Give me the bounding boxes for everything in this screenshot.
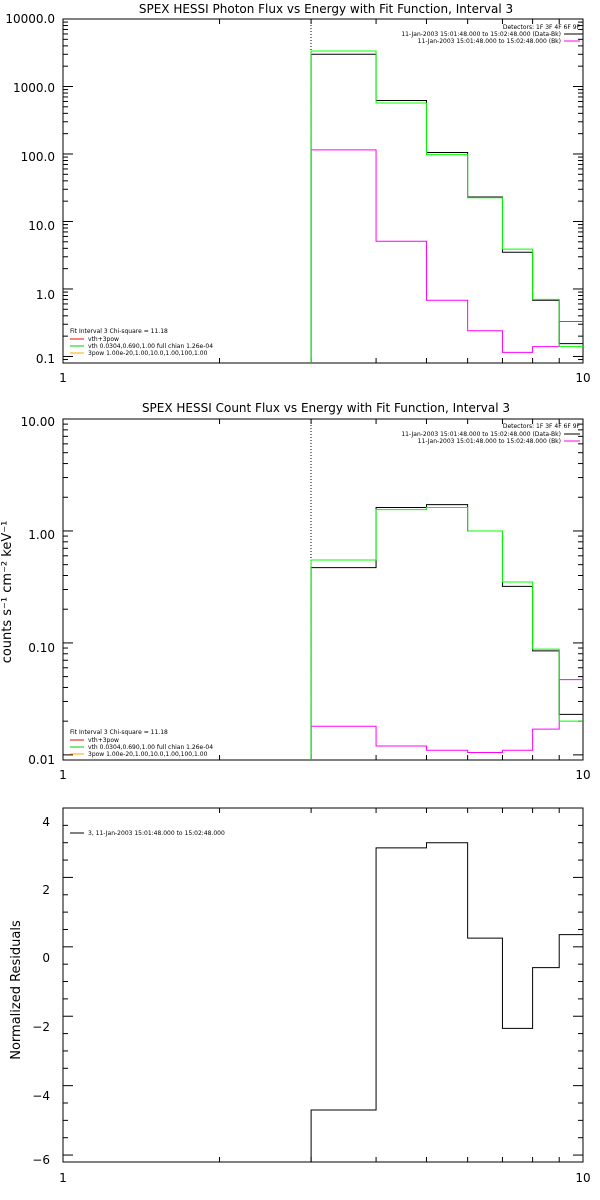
photon-flux-title: SPEX HESSI Photon Flux vs Energy with Fi… [139,2,513,16]
photon-flux-plot-frame [62,18,584,364]
residuals-panel: Normalized Residuals 4 2 0 −2 −4 −6 1 10… [9,807,591,1185]
count-flux-plot-frame [62,418,584,761]
photon-flux-fit-line-label: vth+3pow [88,336,119,343]
photon-flux-legend-data-label: 11-Jan-2003 15:01:48.000 to 15:02:48.000… [401,31,561,38]
photon-flux-top-legend: Detectors: 1F 3F 4F 6F 9F 11-Jan-2003 15… [401,24,580,45]
count-flux-y-tick-label: 10.00 [21,415,55,429]
photon-flux-bk-histogram [310,149,583,363]
count-flux-fit-header: Fit Interval 3 Chi-square = 11.18 [70,729,168,736]
residuals-y-tick-label: −6 [32,1153,50,1167]
photon-flux-y-tick-label: 10.0 [28,219,55,233]
residuals-y-tick-label: 0 [42,951,50,965]
photon-flux-y-tick-label: 0.1 [36,352,55,366]
photon-flux-model-histogram [310,50,583,363]
count-flux-fit-line-label: vth 0.0304,0.690,1.00 full chian 1.26e-0… [88,744,213,751]
residuals-plot-frame [62,807,584,1163]
residuals-histogram [310,842,583,1162]
count-flux-top-legend: Detectors: 1F 3F 4F 6F 9F 11-Jan-2003 15… [401,423,580,445]
count-flux-panel: SPEX HESSI Count Flux vs Energy with Fit… [0,401,591,782]
count-flux-y-tick-label: 1.00 [28,528,55,542]
photon-flux-axis-ticks [62,18,584,364]
count-flux-axis-ticks [62,418,584,761]
photon-flux-panel: SPEX HESSI Photon Flux vs Energy with Fi… [5,2,590,385]
count-flux-y-axis-label: counts s⁻¹ cm⁻² keV⁻¹ [0,521,15,664]
photon-flux-y-tick-label: 1.0 [36,288,55,302]
count-flux-data-histogram [310,504,583,760]
photon-flux-fit-line-label: vth 0.0304,0.690,1.00 full chian 1.26e-0… [88,343,213,350]
count-flux-bk-histogram [310,679,583,760]
photon-flux-y-tick-label: 100.0 [21,150,55,164]
photon-flux-detectors-label: Detectors: 1F 3F 4F 6F 9F [503,24,581,31]
count-flux-title: SPEX HESSI Count Flux vs Energy with Fit… [142,401,510,415]
count-flux-y-tick-label: 0.01 [28,753,55,767]
count-flux-legend-data-label: 11-Jan-2003 15:01:48.000 to 15:02:48.000… [401,431,561,438]
residuals-x-tick-label: 1 [59,1171,67,1185]
residuals-legend-label: 3, 11-Jan-2003 15:01:48.000 to 15:02:48.… [88,830,225,837]
photon-flux-data-histogram [310,53,583,363]
photon-flux-x-tick-label: 1 [59,371,67,385]
residuals-legend: 3, 11-Jan-2003 15:01:48.000 to 15:02:48.… [70,830,225,837]
count-flux-legend-bk-label: 11-Jan-2003 15:01:48.000 to 15:02:48.000… [418,438,561,445]
count-flux-fit-legend: Fit Interval 3 Chi-square = 11.18 vth+3p… [70,729,213,758]
photon-flux-x-tick-label: 10 [575,371,590,385]
residuals-y-tick-label: 2 [42,883,50,897]
count-flux-x-tick-label: 1 [59,768,67,782]
photon-flux-fit-line-label: 3pow 1.00e-20,1.00,10.0,1.00,100,1.00 [88,350,208,357]
residuals-y-tick-label: −2 [32,1020,50,1034]
photon-flux-y-tick-label: 1000.0 [13,81,55,95]
count-flux-model-histogram [310,507,583,760]
photon-flux-fit-header: Fit Interval 3 Chi-square = 11.18 [70,328,168,335]
residuals-axis-ticks [62,807,584,1162]
residuals-y-tick-label: −4 [32,1089,50,1103]
residuals-x-tick-label: 10 [575,1171,590,1185]
photon-flux-fit-legend: Fit Interval 3 Chi-square = 11.18 vth+3p… [70,328,213,357]
photon-flux-legend-bk-label: 11-Jan-2003 15:01:48.000 to 15:02:48.000… [418,38,561,45]
photon-flux-y-tick-label: 10000.0 [5,12,55,26]
count-flux-y-tick-label: 0.10 [28,641,55,655]
residuals-y-axis-label: Normalized Residuals [9,920,24,1060]
count-flux-fit-line-label: 3pow 1.00e-20,1.00,10.0,1.00,100,1.00 [88,751,208,758]
residuals-y-tick-label: 4 [42,815,50,829]
count-flux-detectors-label: Detectors: 1F 3F 4F 6F 9F [503,423,581,430]
count-flux-fit-line-label: vth+3pow [88,737,119,744]
count-flux-x-tick-label: 10 [575,768,590,782]
